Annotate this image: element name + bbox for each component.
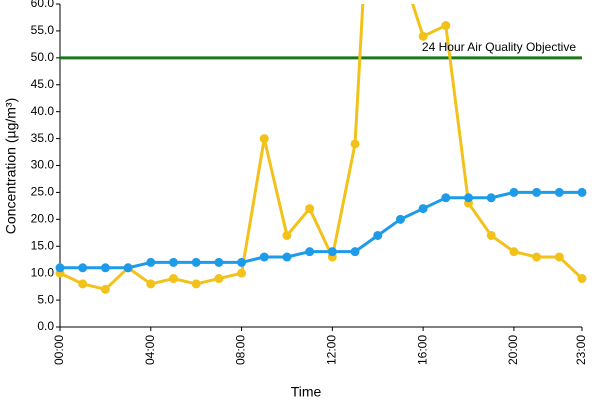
y-tick-label: 60.0 bbox=[31, 0, 55, 10]
data-point bbox=[486, 230, 496, 240]
x-tick-label: 23:00 bbox=[574, 335, 588, 365]
data-point bbox=[214, 257, 224, 267]
data-point bbox=[554, 187, 564, 197]
data-point bbox=[78, 263, 88, 273]
data-point bbox=[55, 263, 65, 273]
data-point bbox=[532, 252, 542, 262]
x-tick-label: 08:00 bbox=[234, 335, 248, 365]
data-point bbox=[100, 263, 110, 273]
data-point bbox=[441, 193, 451, 203]
data-point bbox=[554, 252, 564, 262]
y-tick-label: 25.0 bbox=[31, 185, 55, 199]
x-tick-label: 04:00 bbox=[143, 335, 157, 365]
y-tick-label: 40.0 bbox=[31, 104, 55, 118]
data-point bbox=[259, 252, 269, 262]
data-point bbox=[532, 187, 542, 197]
y-tick-label: 55.0 bbox=[31, 23, 55, 37]
data-point bbox=[464, 193, 474, 203]
data-point bbox=[418, 31, 428, 41]
y-tick-label: 20.0 bbox=[31, 212, 55, 226]
x-tick-label: 00:00 bbox=[52, 335, 66, 365]
data-point bbox=[373, 230, 383, 240]
data-point bbox=[237, 257, 247, 267]
x-tick-label: 20:00 bbox=[506, 335, 520, 365]
data-point bbox=[509, 247, 519, 257]
data-point bbox=[168, 274, 178, 284]
plot-area bbox=[55, 4, 587, 294]
x-axis-title: Time bbox=[291, 384, 322, 400]
y-tick-label: 35.0 bbox=[31, 131, 55, 145]
data-point bbox=[100, 284, 110, 294]
data-point bbox=[305, 204, 315, 214]
data-point bbox=[259, 134, 269, 144]
data-point bbox=[441, 21, 451, 31]
y-tick-label: 15.0 bbox=[31, 238, 55, 252]
series-line bbox=[59, 4, 584, 291]
y-tick-label: 45.0 bbox=[31, 77, 55, 91]
data-point bbox=[191, 257, 201, 267]
y-tick-label: 10.0 bbox=[31, 265, 55, 279]
data-point bbox=[577, 187, 587, 197]
data-point bbox=[577, 274, 587, 284]
y-tick-label: 0.0 bbox=[37, 319, 54, 333]
data-point bbox=[123, 263, 133, 273]
data-point bbox=[146, 257, 156, 267]
data-point bbox=[418, 204, 428, 214]
data-point bbox=[146, 279, 156, 289]
data-point bbox=[282, 252, 292, 262]
data-point bbox=[486, 193, 496, 203]
y-tick-label: 30.0 bbox=[31, 158, 55, 172]
data-point bbox=[509, 187, 519, 197]
data-point bbox=[395, 214, 405, 224]
data-point bbox=[191, 279, 201, 289]
data-point bbox=[350, 139, 360, 149]
y-tick-label: 50.0 bbox=[31, 50, 55, 64]
data-point bbox=[214, 274, 224, 284]
x-tick-label: 12:00 bbox=[325, 335, 339, 365]
y-tick-label: 5.0 bbox=[37, 292, 54, 306]
data-point bbox=[327, 247, 337, 257]
x-tick-label: 16:00 bbox=[415, 335, 429, 365]
data-point bbox=[282, 230, 292, 240]
data-point bbox=[350, 247, 360, 257]
data-point bbox=[305, 247, 315, 257]
data-point bbox=[78, 279, 88, 289]
y-axis-title: Concentration (µg/m³) bbox=[3, 98, 19, 234]
data-point bbox=[168, 257, 178, 267]
data-point bbox=[237, 268, 247, 278]
objective-label: 24 Hour Air Quality Objective bbox=[422, 40, 576, 54]
